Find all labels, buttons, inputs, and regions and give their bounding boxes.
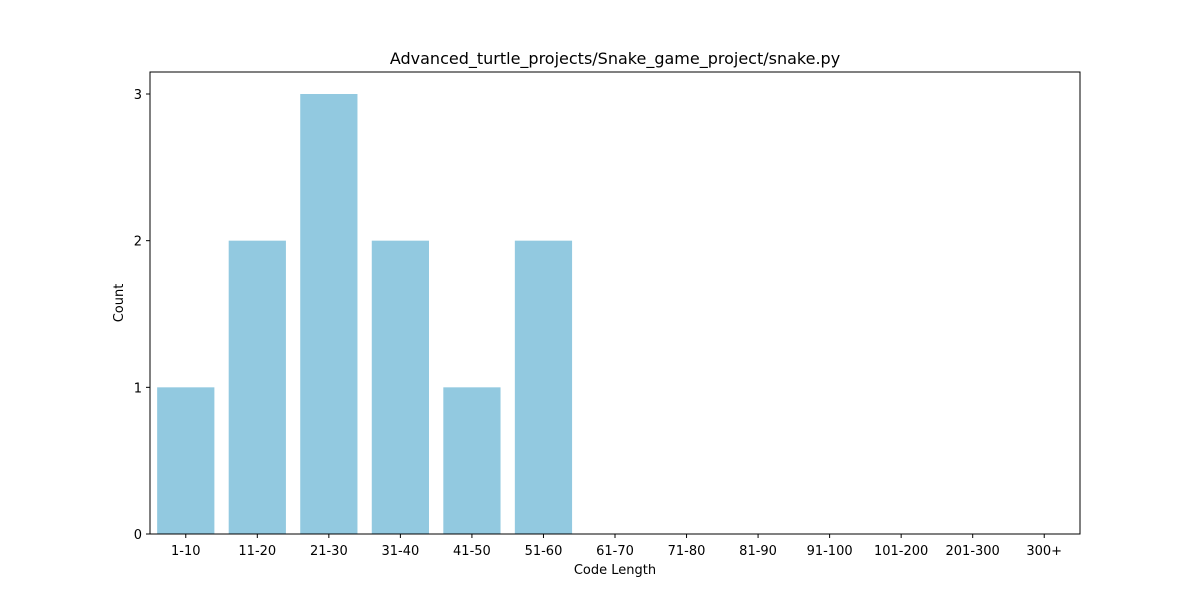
x-tick-label: 201-300 — [946, 544, 1000, 559]
x-tick-label: 31-40 — [381, 544, 419, 559]
bars-group — [157, 94, 573, 534]
y-axis-ticks: 0 1 2 3 — [134, 88, 150, 543]
plot-frame — [149, 71, 1081, 535]
x-axis-label: Code Length — [574, 563, 656, 578]
y-tick-label: 2 — [134, 235, 142, 250]
bar-21-30 — [300, 94, 358, 534]
chart-title: Advanced_turtle_projects/Snake_game_proj… — [390, 49, 840, 69]
y-tick-label: 3 — [134, 88, 142, 103]
y-axis-label: Count — [112, 284, 127, 323]
x-tick-label: 61-70 — [596, 544, 634, 559]
x-tick-label: 21-30 — [310, 544, 348, 559]
bar-31-40 — [371, 240, 429, 534]
y-tick-label: 0 — [134, 528, 142, 543]
x-tick-label: 71-80 — [668, 544, 706, 559]
x-tick-label: 1-10 — [171, 544, 201, 559]
x-tick-label: 11-20 — [238, 544, 276, 559]
x-tick-label: 101-200 — [874, 544, 928, 559]
x-tick-label: 300+ — [1026, 544, 1062, 559]
bar-1-10 — [157, 387, 215, 534]
bar-11-20 — [228, 240, 286, 534]
x-tick-label: 51-60 — [525, 544, 563, 559]
x-tick-label: 41-50 — [453, 544, 491, 559]
bar-41-50 — [443, 387, 501, 534]
x-tick-label: 81-90 — [739, 544, 777, 559]
y-tick-label: 1 — [134, 381, 142, 396]
x-axis-ticks: 1-10 11-20 21-30 31-40 41-50 51-60 61-70 71-80 8… — [171, 534, 1062, 559]
bar-51-60 — [514, 240, 573, 534]
x-tick-label: 91-100 — [807, 544, 853, 559]
